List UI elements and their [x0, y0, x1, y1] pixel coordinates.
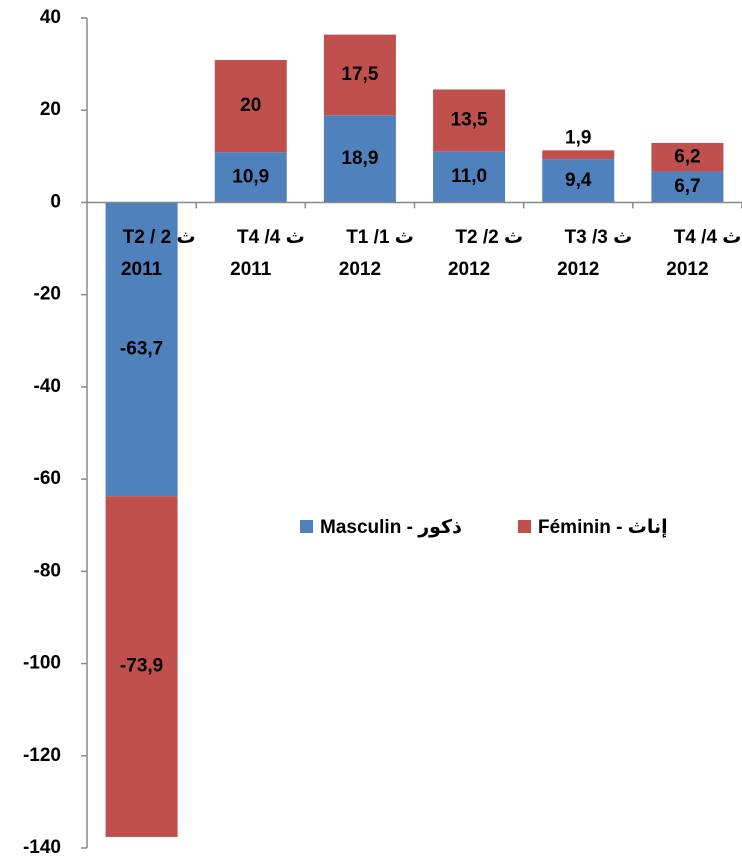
bar-segment — [651, 171, 724, 203]
x-tick-label: 2011 — [230, 259, 272, 280]
legend-swatch — [300, 520, 313, 533]
data-label: 11,0 — [451, 166, 487, 187]
bar-segment — [542, 150, 615, 160]
x-tick-label: ث 4/ T4 — [237, 227, 305, 248]
data-label: 18,9 — [341, 148, 378, 169]
x-tick-label: 2012 — [666, 259, 708, 280]
bar-segment — [433, 89, 506, 152]
y-tick-label: 0 — [50, 191, 61, 212]
data-label: 6,7 — [674, 176, 700, 197]
bar-segment — [214, 152, 287, 203]
y-tick-label: -140 — [23, 837, 61, 858]
x-tick-label: 2012 — [448, 259, 490, 280]
y-tick-label: -40 — [34, 376, 61, 397]
data-label: 20 — [240, 95, 261, 116]
x-tick-label: ث 2/ T2 — [455, 227, 523, 248]
x-tick-label: 2011 — [121, 259, 163, 280]
bar-segment — [105, 202, 178, 497]
data-label: 1,9 — [565, 127, 591, 148]
legend-label: Masculin - ذكور — [320, 517, 462, 538]
data-label: 9,4 — [565, 170, 592, 191]
data-label: -73,9 — [120, 656, 163, 677]
y-tick-label: -80 — [34, 560, 61, 581]
data-label: -63,7 — [120, 338, 163, 359]
y-tick-label: -100 — [23, 653, 61, 674]
bar-segment — [542, 159, 615, 203]
y-tick-label: 40 — [40, 7, 61, 28]
x-tick-label: ث 4/ T4 — [674, 227, 742, 248]
data-label: 17,5 — [341, 64, 378, 85]
bar-segment — [433, 151, 506, 203]
x-tick-label: ث 3/ T3 — [565, 227, 633, 248]
data-label: 10,9 — [232, 166, 269, 187]
x-tick-label: ث 2 / T2 — [123, 227, 196, 248]
bar-segment — [651, 142, 724, 172]
y-tick-label: -60 — [34, 468, 61, 489]
bar-segment — [323, 115, 396, 203]
bar-segment — [214, 59, 287, 153]
x-tick-label: 2012 — [557, 259, 599, 280]
legend-label: Féminin - إناث — [538, 517, 668, 538]
data-label: 13,5 — [451, 110, 488, 131]
y-tick-label: -120 — [23, 745, 61, 766]
x-tick-label: 2012 — [339, 259, 381, 280]
bar-segment — [105, 496, 178, 837]
y-tick-label: -20 — [34, 284, 61, 305]
bar-segment — [323, 34, 396, 116]
data-label: 6,2 — [674, 146, 700, 167]
legend-swatch — [518, 520, 531, 533]
x-tick-label: ث 1/ T1 — [346, 227, 414, 248]
y-tick-label: 20 — [40, 99, 61, 120]
